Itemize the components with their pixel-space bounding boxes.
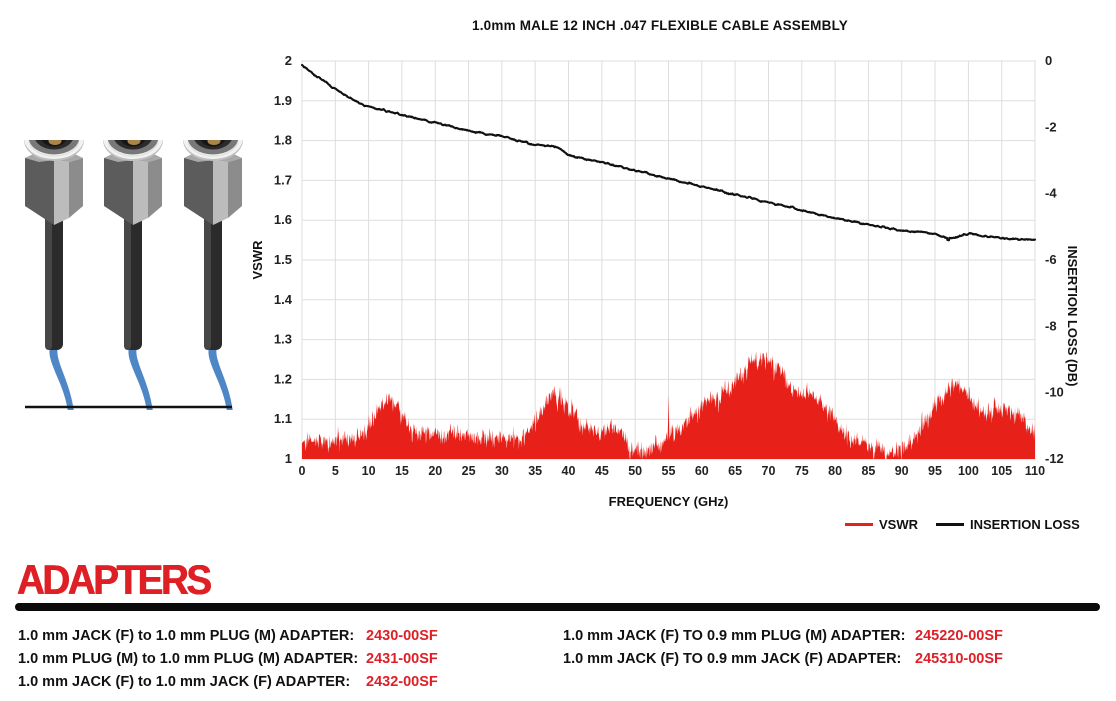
svg-text:70: 70 xyxy=(762,464,776,478)
svg-text:1.3: 1.3 xyxy=(274,332,292,347)
svg-text:1: 1 xyxy=(285,451,292,466)
svg-text:30: 30 xyxy=(495,464,509,478)
svg-text:-8: -8 xyxy=(1045,318,1057,333)
svg-text:2: 2 xyxy=(285,53,292,68)
svg-text:1.4: 1.4 xyxy=(274,292,293,307)
svg-text:5: 5 xyxy=(332,464,339,478)
svg-text:0: 0 xyxy=(299,464,306,478)
svg-text:-4: -4 xyxy=(1045,186,1057,201)
svg-text:1.2: 1.2 xyxy=(274,371,292,386)
svg-text:55: 55 xyxy=(662,464,676,478)
svg-text:-10: -10 xyxy=(1045,385,1064,400)
svg-text:1.6: 1.6 xyxy=(274,212,292,227)
svg-text:25: 25 xyxy=(462,464,476,478)
svg-text:1.1: 1.1 xyxy=(274,411,292,426)
svg-text:75: 75 xyxy=(795,464,809,478)
svg-text:65: 65 xyxy=(728,464,742,478)
svg-text:20: 20 xyxy=(428,464,442,478)
svg-text:80: 80 xyxy=(828,464,842,478)
svg-text:100: 100 xyxy=(958,464,979,478)
svg-text:105: 105 xyxy=(991,464,1012,478)
svg-text:50: 50 xyxy=(628,464,642,478)
svg-text:1.5: 1.5 xyxy=(274,252,292,267)
svg-text:-12: -12 xyxy=(1045,451,1064,466)
svg-text:1.7: 1.7 xyxy=(274,172,292,187)
svg-text:95: 95 xyxy=(928,464,942,478)
svg-text:60: 60 xyxy=(695,464,709,478)
svg-text:1.9: 1.9 xyxy=(274,93,292,108)
svg-text:-6: -6 xyxy=(1045,252,1057,267)
svg-text:110: 110 xyxy=(1025,464,1045,478)
svg-text:90: 90 xyxy=(895,464,909,478)
svg-text:40: 40 xyxy=(562,464,576,478)
svg-text:35: 35 xyxy=(528,464,542,478)
svg-text:1.8: 1.8 xyxy=(274,133,292,148)
svg-text:0: 0 xyxy=(1045,53,1052,68)
svg-text:10: 10 xyxy=(362,464,376,478)
svg-text:45: 45 xyxy=(595,464,609,478)
svg-text:15: 15 xyxy=(395,464,409,478)
svg-text:-2: -2 xyxy=(1045,119,1057,134)
svg-text:85: 85 xyxy=(861,464,875,478)
